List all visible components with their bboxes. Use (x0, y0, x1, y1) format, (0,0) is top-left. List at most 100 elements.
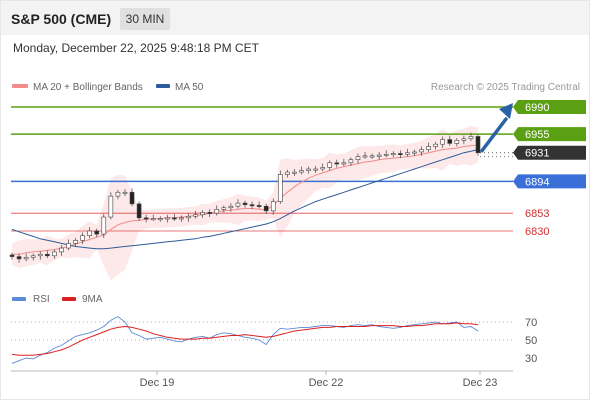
rsi-lines (11, 316, 479, 364)
candle-body (285, 171, 290, 175)
target-arrow-shaft (480, 117, 508, 153)
x-tick-label: Dec 22 (309, 377, 344, 389)
candle-body (412, 151, 417, 154)
copyright-notice: Research © 2025 Trading Central (431, 82, 580, 93)
rsi-tick-label: 70 (525, 317, 537, 329)
level-tag-6931 (513, 145, 586, 160)
candle-body (193, 214, 198, 217)
candle-body (341, 162, 347, 165)
candle-body (475, 136, 481, 154)
candle-body (30, 255, 36, 258)
candle-body (461, 138, 467, 141)
level-label-6931: 6931 (525, 148, 549, 160)
candle-body (59, 247, 64, 253)
rsi-tick-label: 50 (525, 335, 537, 347)
x-axis-ticks: Dec 19 Dec 22 Dec 23 (140, 371, 498, 389)
candle-body (362, 155, 368, 158)
candle-body (447, 139, 453, 144)
candle-body (108, 195, 114, 218)
x-tick-label: Dec 19 (140, 377, 175, 389)
candle-body (66, 243, 71, 249)
symbol-title: S&P 500 (CME) (11, 11, 112, 27)
rsi-tick-label: 30 (525, 353, 537, 365)
rsi-ma-line (11, 322, 479, 356)
candle-body (292, 171, 297, 174)
candle-body (136, 203, 142, 219)
candle-body (179, 217, 184, 220)
candle-body (16, 256, 22, 260)
level-label-6894: 6894 (525, 176, 549, 188)
candle-body (73, 240, 78, 244)
candle-body (80, 235, 85, 241)
candle-body (334, 162, 340, 165)
target-arrow (480, 103, 513, 153)
level-tags: 6990 6955 6931 6894 6853 6830 (513, 100, 586, 238)
candle-body (270, 201, 276, 212)
candle-body (242, 202, 248, 205)
candle-body (383, 153, 389, 156)
candle-body (143, 217, 149, 220)
candle-body (165, 217, 170, 220)
candle-body (440, 139, 445, 145)
candles (9, 132, 481, 263)
candle-body (129, 191, 135, 205)
candle-body (405, 152, 410, 155)
rsi-legend-swatch (12, 297, 26, 301)
level-label-6955: 6955 (525, 129, 549, 141)
candle-body (186, 215, 191, 219)
ma50-line (11, 149, 479, 250)
candle-body (249, 204, 255, 207)
candle-body (278, 174, 283, 202)
candle-body (398, 153, 403, 156)
candle-body (207, 212, 212, 214)
candle-body (355, 156, 361, 161)
candle-body (157, 218, 163, 221)
candle-body (52, 251, 57, 257)
candle-body (369, 155, 375, 158)
candle-body (115, 191, 121, 197)
candle-body (122, 191, 128, 194)
x-tick-label: Dec 23 (463, 377, 498, 389)
candle-body (37, 253, 43, 257)
rsi-ma-legend-swatch (62, 297, 76, 301)
candle-body (263, 205, 269, 212)
level-label-6830: 6830 (525, 226, 549, 238)
ma50-legend-label: MA 50 (175, 82, 204, 93)
rsi-ma-legend-label: 9MA (82, 294, 103, 305)
rsi-grid: 70 50 30 (11, 317, 537, 365)
candle-body (299, 170, 304, 173)
candle-body (235, 202, 241, 207)
candle-body (9, 254, 15, 257)
level-tag-6955 (513, 127, 586, 142)
candle-body (468, 136, 474, 140)
chart-header: S&P 500 (CME) 30 MIN (1, 1, 589, 35)
rsi-line (11, 316, 479, 364)
candle-body (454, 140, 460, 144)
chart-datetime: Monday, December 22, 2025 9:48:18 PM CET (13, 41, 259, 55)
candle-body (433, 143, 438, 147)
level-label-6990: 6990 (525, 102, 549, 114)
interval-button[interactable]: 30 MIN (120, 8, 170, 30)
candle-body (101, 216, 107, 235)
ma20-legend-label: MA 20 + Bollinger Bands (33, 82, 143, 93)
candle-body (150, 218, 156, 221)
candle-body (376, 154, 382, 157)
candle-body (320, 167, 325, 170)
candle-body (200, 212, 205, 216)
rsi-legend-label: RSI (33, 294, 50, 305)
candle-body (172, 217, 177, 220)
candle-body (256, 205, 262, 207)
candle-body (87, 230, 92, 236)
candle-body (348, 159, 354, 164)
candle-body (221, 207, 227, 210)
candle-body (306, 168, 311, 171)
candle-body (390, 153, 396, 156)
candle-body (327, 162, 333, 168)
candle-body (419, 149, 424, 153)
level-tag-6894 (513, 174, 586, 189)
candle-body (228, 205, 234, 209)
candle-body (94, 230, 100, 235)
candle-body (214, 209, 220, 214)
target-arrow-head (499, 103, 513, 119)
